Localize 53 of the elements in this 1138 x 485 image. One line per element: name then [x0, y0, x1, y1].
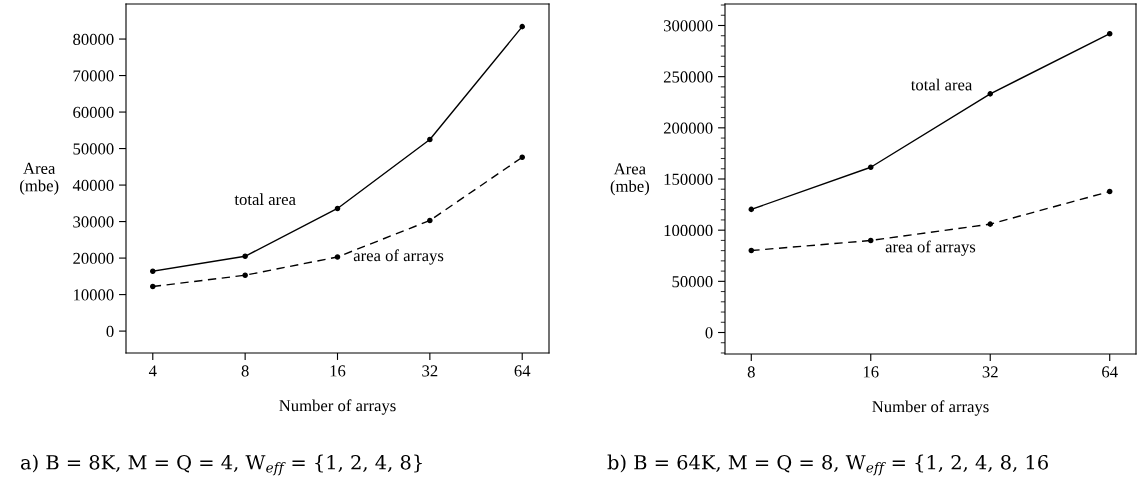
- x-axis-title: Number of arrays: [872, 400, 989, 416]
- y-tick-label: 60000: [73, 106, 114, 119]
- y-tick-label: 70000: [73, 70, 114, 82]
- series-label: total area: [910, 78, 973, 91]
- x-tick-label: 16: [863, 366, 879, 378]
- y-axis-title: Area (mbe): [20, 162, 59, 195]
- y-tick-label: 250000: [663, 71, 713, 83]
- point: [150, 268, 156, 275]
- y-tick-label: 30000: [73, 216, 114, 228]
- x-tick-label: 32: [982, 366, 998, 378]
- text: a) B = 8K, M = Q = 4, W$_{eff}$ = {1, 2, 4, 8}: [20, 454, 422, 476]
- y-tick-label: 50000: [73, 143, 114, 155]
- point: [334, 254, 341, 260]
- y-tick-label: 300000: [663, 20, 713, 32]
- point: [987, 91, 994, 97]
- point: [519, 23, 525, 30]
- point: [987, 221, 994, 227]
- point: [1106, 30, 1113, 37]
- y-tick-label: 80000: [73, 33, 114, 45]
- y-tick-label: 150000: [664, 173, 713, 185]
- y-tick-label: 40000: [72, 179, 114, 192]
- point: [334, 205, 341, 212]
- x-tick-label: 32: [422, 365, 438, 377]
- x-tick-label: 4: [148, 365, 157, 377]
- point: [867, 164, 874, 171]
- series-label: area of arrays: [885, 240, 976, 256]
- point: [242, 272, 248, 279]
- point: [748, 247, 755, 254]
- point: [748, 206, 755, 213]
- y-tick-label: 0: [705, 327, 713, 339]
- point: [242, 253, 248, 260]
- y-tick-label: 50000: [672, 276, 713, 288]
- point: [867, 237, 874, 244]
- x-axis-title: Number of arrays: [279, 399, 396, 415]
- text: b) B = 64K, M = Q = 8, W$_{eff}$ = {1, 2, 4, 8, 16: [607, 454, 1048, 476]
- point: [427, 217, 433, 224]
- x-tick-label: 8: [747, 366, 755, 378]
- x-tick-label: 64: [514, 365, 531, 377]
- point: [519, 154, 525, 161]
- point: [1106, 188, 1113, 195]
- y-tick-label: 20000: [73, 252, 114, 265]
- y-tick-label: 10000: [73, 289, 114, 301]
- y-axis-title: Area (mbe): [610, 163, 650, 196]
- series-label: total area: [234, 193, 296, 206]
- series-label: area of arrays: [353, 249, 444, 265]
- x-tick-label: 64: [1102, 366, 1118, 378]
- point: [427, 136, 433, 143]
- point: [150, 283, 156, 290]
- x-tick-label: 8: [241, 365, 249, 377]
- y-tick-label: 100000: [664, 224, 713, 237]
- y-tick-label: 0: [106, 325, 114, 338]
- y-tick-label: 200000: [663, 122, 713, 134]
- x-tick-label: 16: [330, 365, 346, 377]
